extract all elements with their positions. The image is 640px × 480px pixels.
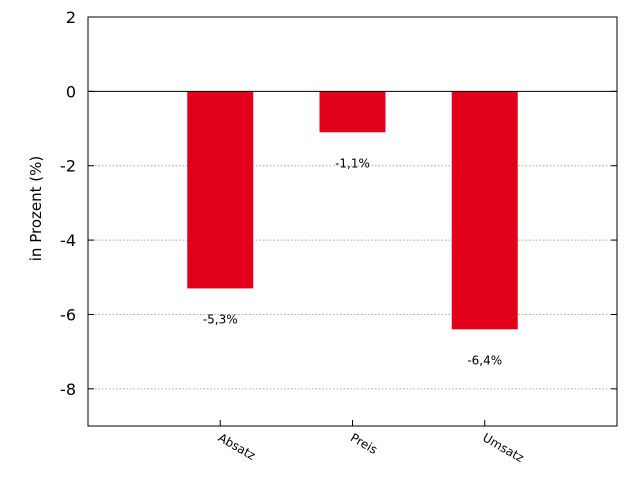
data-label: -6,4% [467,353,502,367]
y-tick-label: -4 [60,231,76,250]
data-label: -5,3% [203,312,238,326]
data-label: -1,1% [335,156,370,170]
y-axis-title: in Prozent (%) [27,156,45,261]
y-tick-label: -8 [60,380,76,399]
x-tick-label: Umsatz [480,430,526,465]
x-axis-labels: Absatz Preis Umsatz [216,420,526,465]
grid-lines [88,165,617,390]
y-tick-label: 2 [66,8,76,27]
y-tick-label: 0 [66,82,76,101]
x-tick-label: Absatz [216,430,258,462]
y-axis-ticks: 2 0 -2 -4 -6 -8 [60,8,617,399]
bar-absatz [187,91,254,289]
x-tick-label: Preis [348,430,380,456]
bar-umsatz [451,91,518,330]
y-tick-label: -6 [60,305,76,324]
plot-frame [87,16,618,427]
data-labels: -5,3% -1,1% -6,4% [203,156,502,367]
y-tick-label: -2 [60,157,76,176]
bars [187,91,518,330]
bar-preis [319,91,386,133]
